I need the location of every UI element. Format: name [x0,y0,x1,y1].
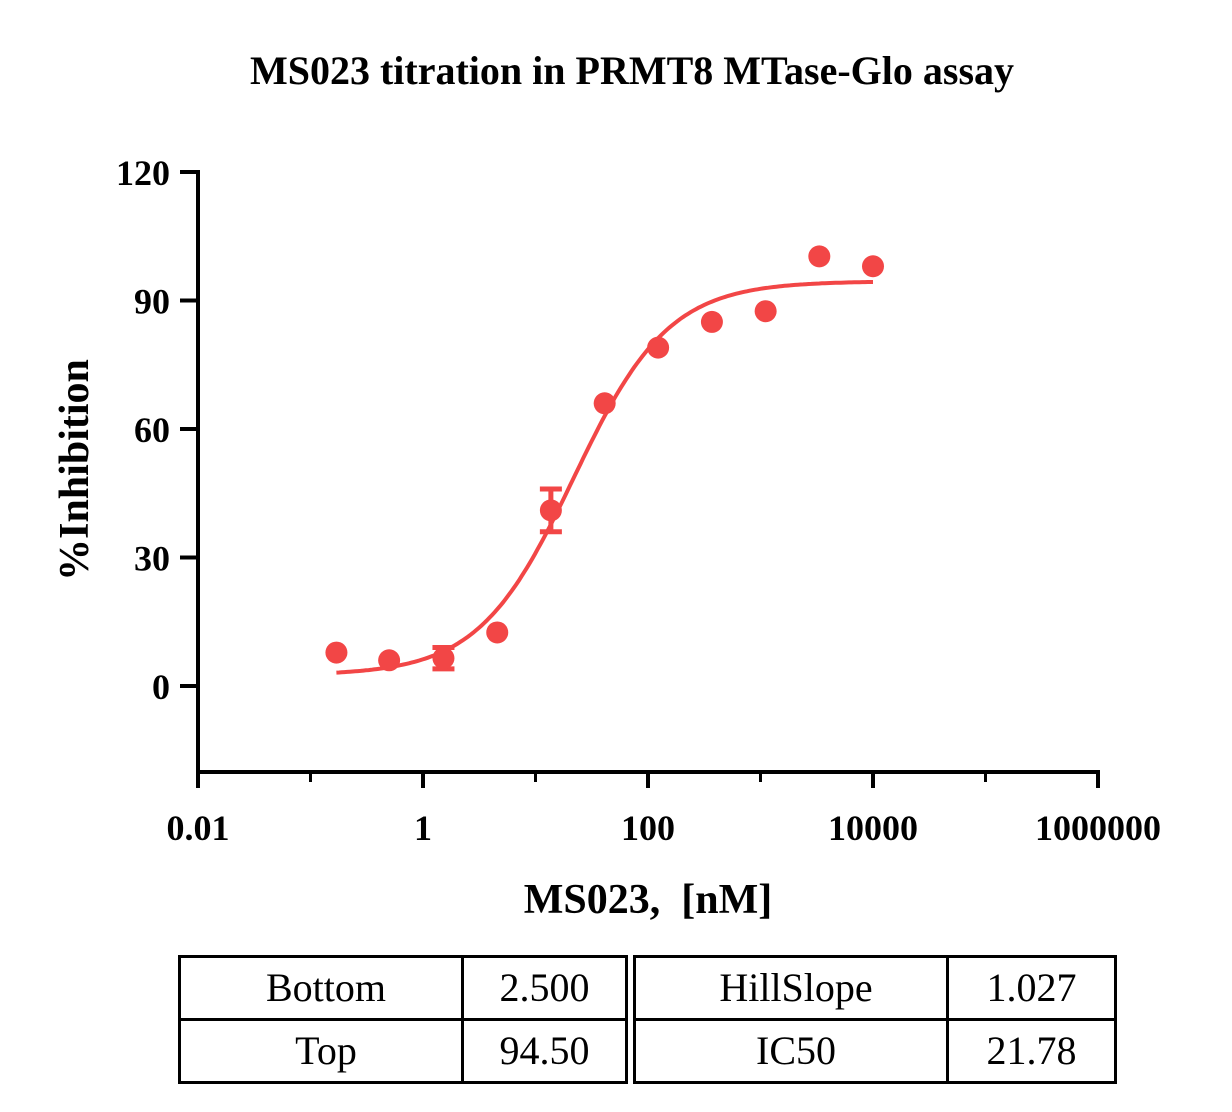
y-tick-label: 60 [134,410,170,450]
params-table-left: Bottom 2.500 Top 94.50 [178,955,628,1084]
data-point [539,499,562,522]
y-tick-label: 120 [116,153,170,193]
table-row: IC50 21.78 [633,1018,1117,1084]
data-point [378,649,401,672]
param-name: Bottom [178,955,464,1021]
chart: MS023 titration in PRMT8 MTase-Glo assay… [52,48,1161,923]
x-axis-label: MS023, [nM] [524,877,772,923]
data-point [486,621,509,644]
x-tick-label: 10000 [828,808,918,848]
param-value: 2.500 [461,955,628,1021]
axes [196,170,1100,774]
x-tick-label: 0.01 [167,808,230,848]
data-point [808,245,831,268]
param-name: IC50 [633,1018,949,1084]
param-name: HillSlope [633,955,949,1021]
table-row: HillSlope 1.027 [633,955,1117,1021]
y-tick-label: 90 [134,282,170,322]
data-point [647,336,670,359]
params-table-right: HillSlope 1.027 IC50 21.78 [633,955,1117,1084]
data-point [700,310,723,333]
param-value: 94.50 [461,1018,628,1084]
fit-curve [336,280,873,675]
data-point [754,300,777,323]
x-ticks: 0.01 1 100 10000 1000000 [167,772,1161,848]
x-tick-label: 1000000 [1035,808,1161,848]
x-tick-label: 100 [621,808,675,848]
table-row: Bottom 2.500 [178,955,628,1021]
data-point [432,647,455,670]
y-tick-label: 30 [134,539,170,579]
param-name: Top [178,1018,464,1084]
y-ticks: 0 30 60 90 120 [116,153,198,707]
param-value: 1.027 [946,955,1117,1021]
table-row: Top 94.50 [178,1018,628,1084]
data-point [593,392,616,415]
data-point [325,641,348,664]
x-tick-label: 1 [414,808,432,848]
y-axis-label: %Inhibition [52,359,98,581]
y-tick-label: 0 [152,667,170,707]
param-value: 21.78 [946,1018,1117,1084]
data-points [325,245,884,672]
chart-title: MS023 titration in PRMT8 MTase-Glo assay [250,48,1014,93]
data-point [862,255,884,278]
